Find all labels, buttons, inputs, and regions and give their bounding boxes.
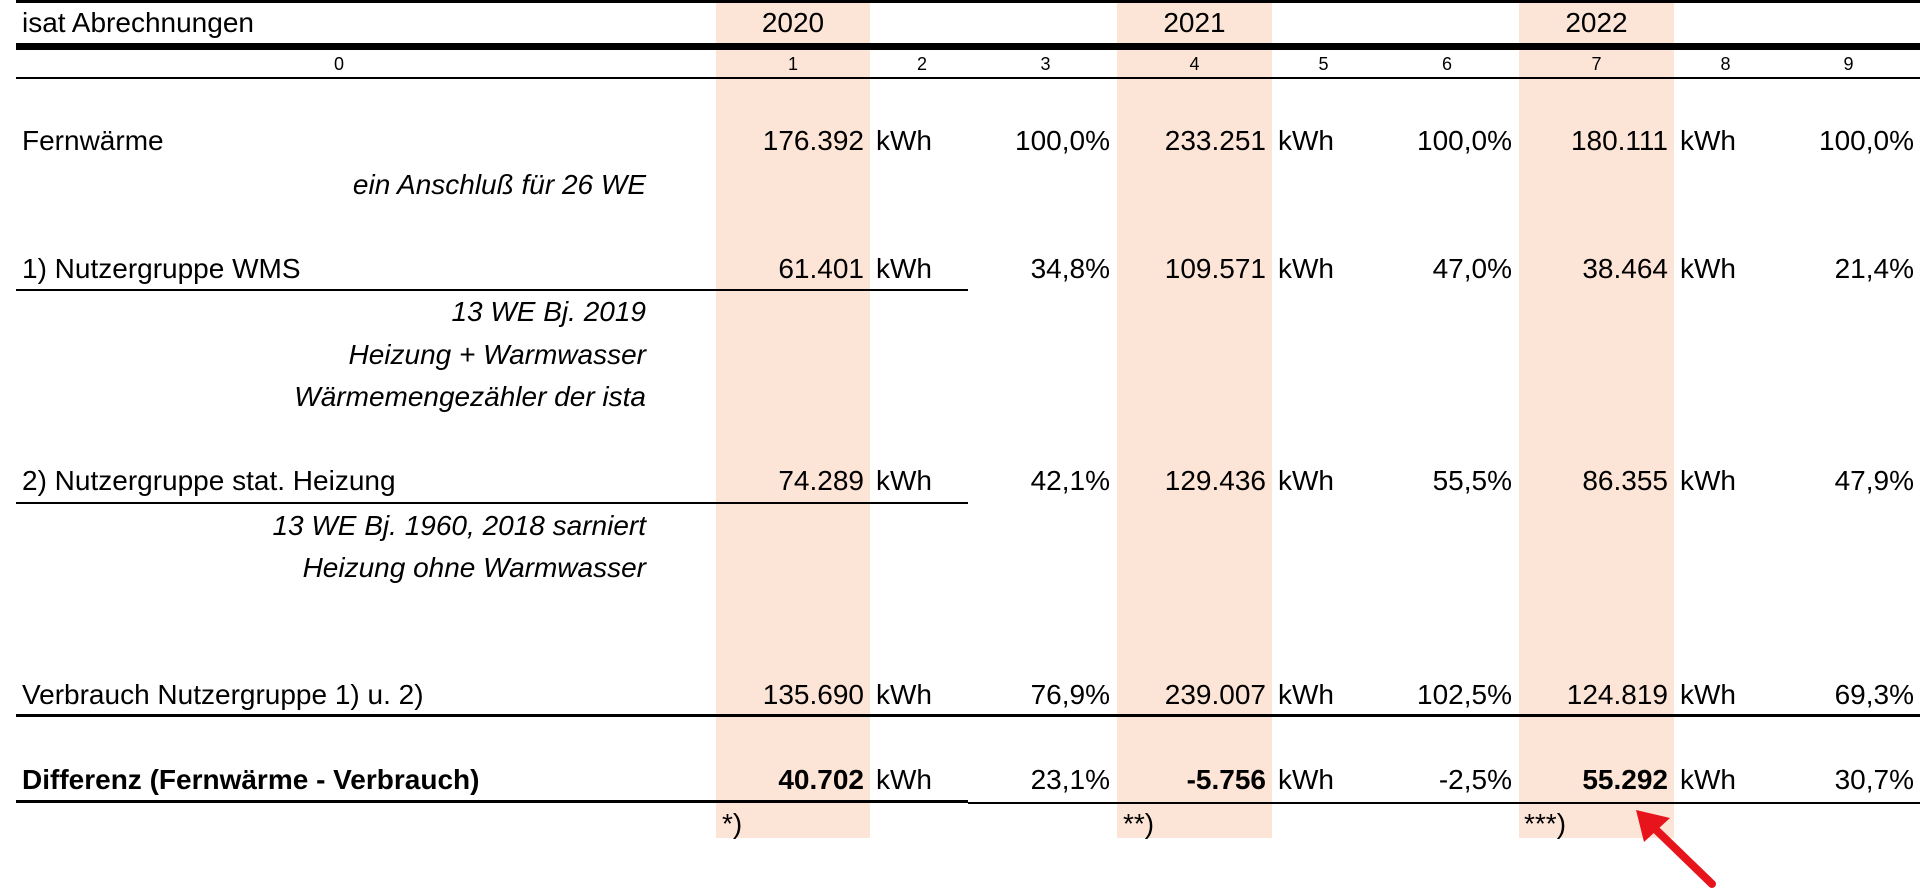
unit-2020: kWh: [876, 465, 932, 496]
unit-2021: kWh: [1278, 253, 1334, 284]
value-2021: 239.007: [1164, 679, 1266, 710]
year-2020-header: 2020: [761, 7, 825, 38]
percent-2021: 102,5%: [1417, 679, 1512, 710]
percent-2022: 30,7%: [1834, 764, 1914, 795]
value-2020: 74.289: [778, 465, 864, 496]
column-index-0: 0: [333, 54, 344, 74]
percent-2020: 100,0%: [1015, 125, 1110, 156]
percent-2021: 55,5%: [1432, 465, 1512, 496]
percent-2021: 100,0%: [1417, 125, 1512, 156]
year-2022-column-highlight: [1519, 0, 1674, 838]
note-wms-building: 13 WE Bj. 2019: [451, 296, 646, 327]
percent-2022: 47,9%: [1834, 465, 1914, 496]
rule-under-wms: [16, 289, 968, 291]
sheet-title: isat Abrechnungen: [22, 7, 254, 38]
row-label-stat-heizung: 2) Nutzergruppe stat. Heizung: [22, 465, 396, 496]
rule-under-stat-heizung: [16, 502, 968, 504]
value-2022: 38.464: [1582, 253, 1668, 284]
column-index-1: 1: [787, 54, 798, 74]
unit-2020: kWh: [876, 125, 932, 156]
red-arrow-icon: [1636, 810, 1716, 888]
note-stat-heating: Heizung ohne Warmwasser: [302, 552, 646, 583]
unit-2021: kWh: [1278, 679, 1334, 710]
top-border: [16, 0, 1920, 3]
unit-2022: kWh: [1680, 465, 1736, 496]
note-anschluss: ein Anschluß für 26 WE: [352, 169, 646, 200]
unit-2022: kWh: [1680, 679, 1736, 710]
row-label-verbrauch: Verbrauch Nutzergruppe 1) u. 2): [22, 679, 424, 710]
row-label-wms: 1) Nutzergruppe WMS: [22, 253, 301, 284]
percent-2020: 76,9%: [1030, 679, 1110, 710]
year-2022-header: 2022: [1565, 7, 1628, 38]
value-2020: 40.702: [778, 764, 864, 795]
column-index-2: 2: [916, 54, 927, 74]
percent-2020: 42,1%: [1030, 465, 1110, 496]
column-index-7: 7: [1591, 54, 1602, 74]
footnote-2022: ***): [1524, 808, 1567, 839]
value-2020: 176.392: [762, 125, 864, 156]
row-label-fernwaerme: Fernwärme: [22, 125, 164, 156]
unit-2020: kWh: [876, 253, 932, 284]
footnote-2020: *): [722, 808, 743, 839]
value-2021: 233.251: [1164, 125, 1266, 156]
value-2021: -5.756: [1186, 764, 1266, 795]
note-stat-building: 13 WE Bj. 1960, 2018 sarniert: [272, 510, 646, 541]
value-2020: 61.401: [778, 253, 864, 284]
unit-2020: kWh: [876, 679, 932, 710]
percent-2021: -2,5%: [1438, 764, 1512, 795]
value-2022: 124.819: [1566, 679, 1668, 710]
rule-under-differenz: [16, 800, 968, 803]
note-wms-heating: Heizung + Warmwasser: [348, 339, 646, 370]
rule-under-differenz-right: [968, 802, 1920, 804]
percent-2021: 47,0%: [1432, 253, 1512, 284]
unit-2020: kWh: [876, 764, 932, 795]
unit-2021: kWh: [1278, 465, 1334, 496]
year-2020-column-highlight: [716, 0, 870, 838]
percent-2022: 21,4%: [1834, 253, 1914, 284]
percent-2020: 23,1%: [1030, 764, 1110, 795]
footnote-2021: **): [1123, 808, 1155, 839]
rule-under-verbrauch: [16, 714, 1920, 717]
percent-2022: 100,0%: [1819, 125, 1914, 156]
column-index-4: 4: [1189, 54, 1200, 74]
column-index-9: 9: [1843, 54, 1854, 74]
column-index-3: 3: [1040, 54, 1051, 74]
value-2021: 109.571: [1164, 253, 1266, 284]
value-2022: 180.111: [1570, 125, 1668, 156]
value-2022: 86.355: [1582, 465, 1668, 496]
column-index-6: 6: [1441, 54, 1452, 74]
year-2021-column-highlight: [1117, 0, 1272, 838]
unit-2022: kWh: [1680, 125, 1736, 156]
row-label-differenz: Differenz (Fernwärme - Verbrauch): [22, 764, 480, 795]
unit-2022: kWh: [1680, 764, 1736, 795]
percent-2020: 34,8%: [1030, 253, 1110, 284]
column-index-5: 5: [1318, 54, 1329, 74]
year-2021-header: 2021: [1163, 7, 1226, 38]
unit-2021: kWh: [1278, 764, 1334, 795]
header-rule-thick: [16, 43, 1920, 50]
value-2022: 55.292: [1582, 764, 1668, 795]
value-2021: 129.436: [1164, 465, 1266, 496]
unit-2021: kWh: [1278, 125, 1334, 156]
note-wms-meter: Wärmemengezähler der ista: [294, 381, 646, 412]
value-2020: 135.690: [762, 679, 864, 710]
index-row-rule: [16, 77, 1920, 79]
percent-2022: 69,3%: [1834, 679, 1914, 710]
unit-2022: kWh: [1680, 253, 1736, 284]
column-index-8: 8: [1720, 54, 1731, 74]
